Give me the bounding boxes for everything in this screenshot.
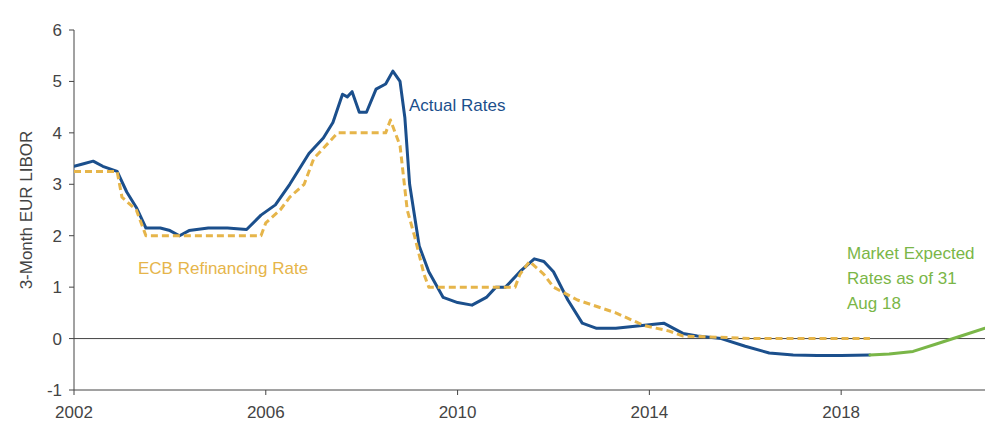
series-label: Actual Rates [409,96,505,115]
y-tick-label: 0 [53,330,62,349]
y-tick-label: 3 [53,175,62,194]
y-tick-label: 2 [53,227,62,246]
x-tick [841,390,842,395]
y-tick [69,184,74,185]
y-tick [69,235,74,236]
series-line [74,71,870,355]
y-tick-label: 6 [53,21,62,40]
x-tick-label: 2002 [55,403,93,422]
y-tick-label: 4 [53,124,62,143]
label-line: Market Expected [847,244,975,263]
series-line [74,120,870,339]
x-tick [649,390,650,395]
x-tick [265,390,266,395]
x-tick [457,390,458,395]
label-line: Rates as of 31 [847,269,957,288]
y-tick [69,338,74,339]
y-tick [69,287,74,288]
label-line: Aug 18 [847,294,901,313]
chart: -1 0 1 2 3 4 5 6 2002 2006 2010 2014 2018 3-Month EUR… [0,0,1000,448]
x-tick-label: 2010 [439,403,477,422]
plot-area [74,71,985,355]
series-line [870,328,985,355]
y-tick-label: -1 [47,381,62,400]
series-label: Market Expected Rates as of 31 Aug 18 [847,244,975,313]
y-tick [69,81,74,82]
y-tick [69,390,74,391]
y-axis [74,30,75,390]
series-label: ECB Refinancing Rate [138,259,308,278]
y-axis-label: 3-Month EUR LIBOR [17,131,36,290]
y-tick [69,132,74,133]
y-tick [69,30,74,31]
x-tick-label: 2006 [247,403,285,422]
x-tick [74,390,75,395]
x-axis [74,390,985,391]
y-tick-label: 1 [53,278,62,297]
x-tick-label: 2018 [822,403,860,422]
x-tick-label: 2014 [630,403,668,422]
y-tick-label: 5 [53,72,62,91]
